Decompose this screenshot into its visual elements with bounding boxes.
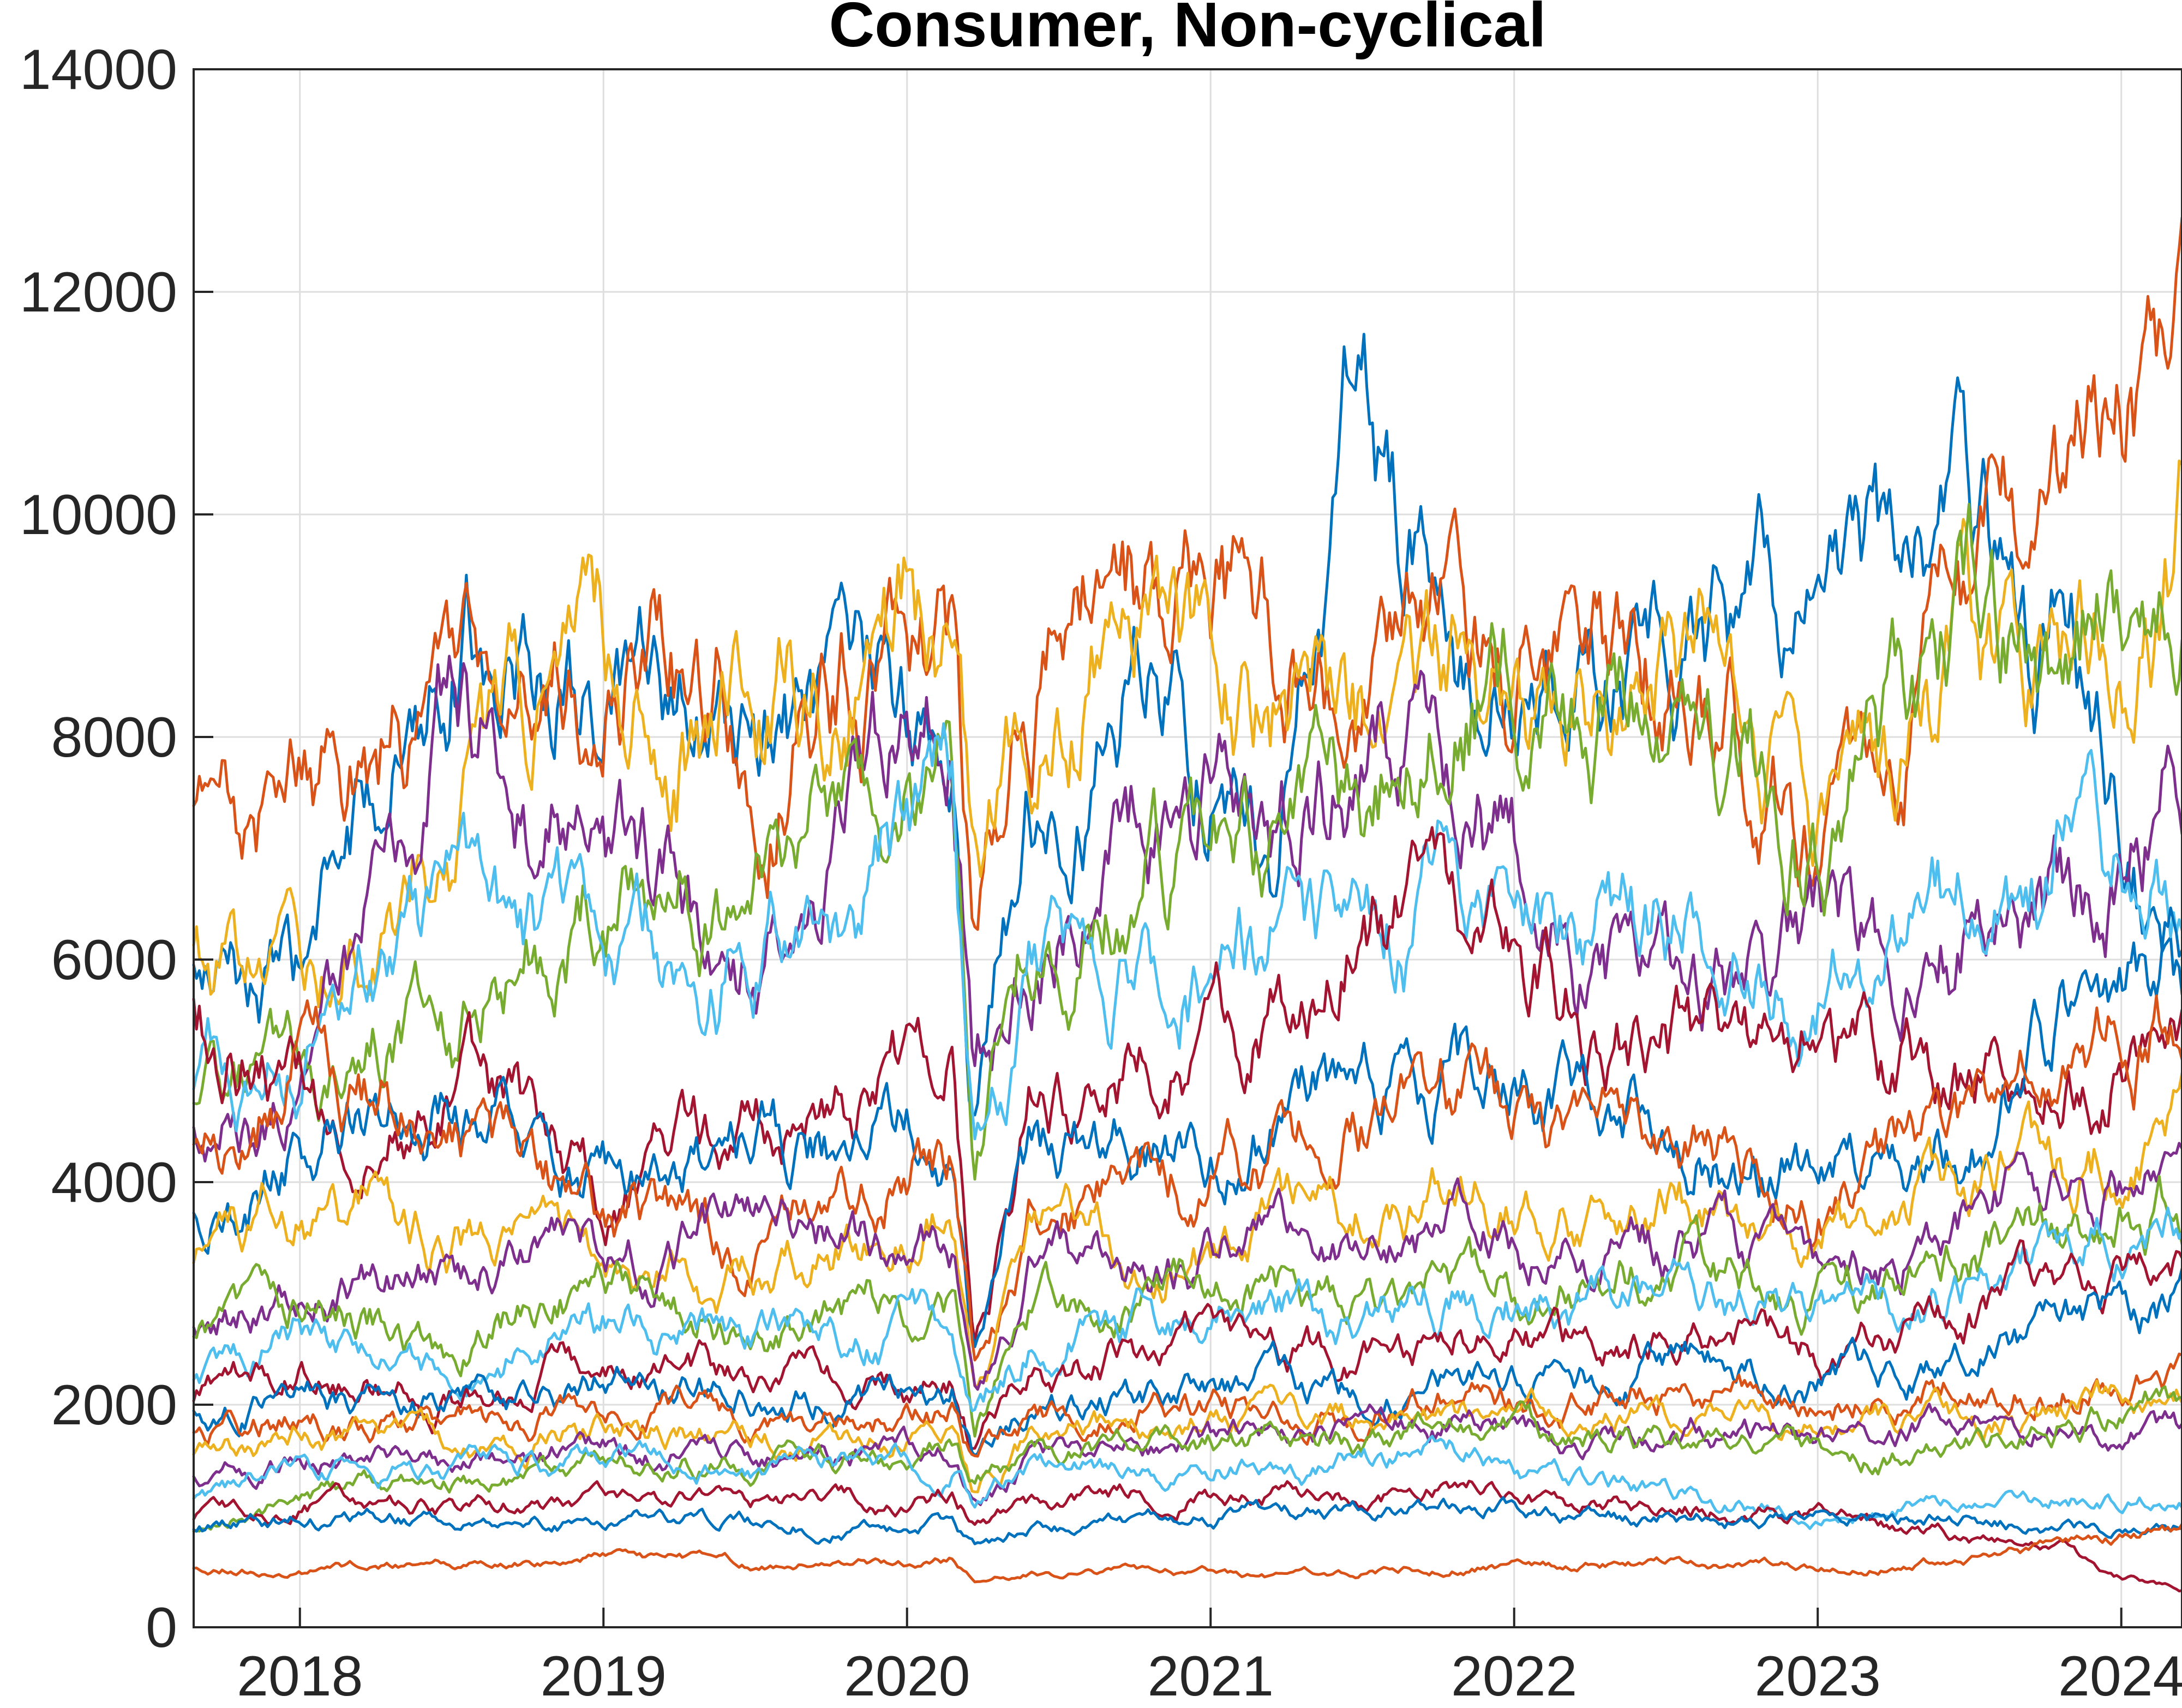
y-tick-label: 8000 xyxy=(51,706,177,769)
y-tick-label: 4000 xyxy=(51,1151,177,1214)
series-line-19 xyxy=(192,1385,2182,1533)
series-line-22 xyxy=(192,1496,2182,1545)
series-line-17 xyxy=(192,1379,2182,1494)
x-tick-label: 2019 xyxy=(541,1645,667,1708)
series-line-10 xyxy=(192,1071,2182,1388)
axes xyxy=(193,68,2182,1628)
series-line-9 xyxy=(192,994,2182,1362)
series-line-18 xyxy=(192,1403,2182,1506)
plot-area-box xyxy=(193,68,2182,1628)
series-line-12 xyxy=(192,1175,2182,1438)
series-line-7 xyxy=(192,826,2182,1343)
x-tick-label: 2021 xyxy=(1148,1645,1274,1708)
tick-marks xyxy=(194,68,2123,1628)
series-line-5 xyxy=(192,502,2182,1181)
series-line-16 xyxy=(192,1352,2182,1458)
y-tick-label: 10000 xyxy=(20,483,177,547)
x-tick-label: 2020 xyxy=(844,1645,970,1708)
x-tick-label: 2023 xyxy=(1755,1645,1881,1708)
y-tick-label: 2000 xyxy=(51,1374,177,1437)
y-tick-label: 12000 xyxy=(20,261,177,324)
x-tick-label: 2018 xyxy=(237,1645,363,1708)
series-line-13 xyxy=(192,1206,2182,1412)
y-tick-label: 14000 xyxy=(20,38,177,101)
series-line-15 xyxy=(192,1267,2182,1457)
series-line-8 xyxy=(192,906,2182,1349)
x-tick-label: 2024 xyxy=(2058,1645,2182,1708)
y-tick-label: 0 xyxy=(146,1596,177,1659)
series-line-3 xyxy=(192,459,2182,1009)
series-line-11 xyxy=(192,1142,2182,1391)
series-line-23 xyxy=(192,1523,2182,1584)
series-lines xyxy=(192,216,2182,1593)
series-line-1 xyxy=(192,333,2182,1117)
series-line-21 xyxy=(192,1479,2182,1593)
tick-labels: 0 2000 4000 6000 8000 10000 12000 14000 2018 2019… xyxy=(20,38,2182,1708)
y-tick-label: 6000 xyxy=(51,928,177,992)
x-tick-label: 2022 xyxy=(1451,1645,1577,1708)
chart-title: Consumer, Non-cyclical xyxy=(829,0,1546,60)
series-line-6 xyxy=(192,722,2182,1141)
